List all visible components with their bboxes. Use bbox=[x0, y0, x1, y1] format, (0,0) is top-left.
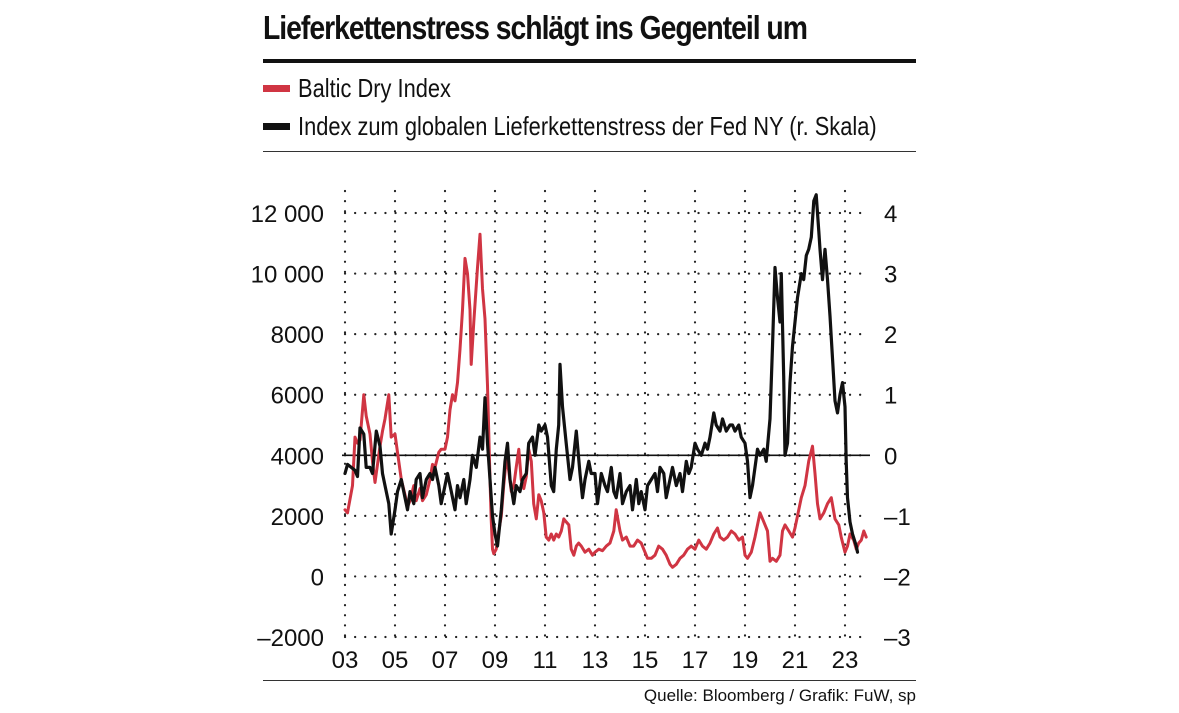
chart-title: Lieferkettenstress schlägt ins Gegenteil… bbox=[263, 9, 808, 46]
y-right-tick-label: –3 bbox=[884, 625, 911, 652]
x-tick-label: 17 bbox=[682, 647, 709, 674]
x-tick-label: 11 bbox=[533, 647, 558, 674]
y-right-tick-label: 2 bbox=[884, 322, 897, 349]
footer-divider bbox=[263, 680, 916, 681]
legend-divider bbox=[263, 151, 916, 152]
y-left-tick-label: –2000 bbox=[257, 625, 324, 652]
y-right-tick-label: –1 bbox=[884, 504, 911, 531]
x-tick-label: 23 bbox=[832, 647, 859, 674]
x-tick-label: 21 bbox=[782, 647, 809, 674]
legend-item-baltic: Baltic Dry Index bbox=[263, 72, 480, 104]
legend-swatch-baltic bbox=[263, 84, 290, 92]
x-tick-label: 05 bbox=[382, 647, 409, 674]
y-left-tick-label: 8000 bbox=[271, 322, 324, 349]
y-right-tick-label: 3 bbox=[884, 262, 897, 289]
y-left-tick-label: 6000 bbox=[271, 383, 324, 410]
x-tick-label: 09 bbox=[482, 647, 509, 674]
legend-label-baltic: Baltic Dry Index bbox=[298, 73, 451, 103]
x-tick-label: 15 bbox=[632, 647, 659, 674]
y-left-tick-label: 4000 bbox=[271, 443, 324, 470]
legend-label-fed: Index zum globalen Lieferkettenstress de… bbox=[298, 111, 877, 141]
legend-item-fed: Index zum globalen Lieferkettenstress de… bbox=[263, 110, 987, 142]
legend-swatch-fed bbox=[263, 122, 290, 130]
series-layer bbox=[343, 193, 868, 569]
y-right-tick-label: 4 bbox=[884, 201, 897, 228]
y-left-tick-label: 12 000 bbox=[251, 201, 324, 228]
y-left-tick-label: 0 bbox=[311, 564, 324, 591]
x-tick-label: 03 bbox=[332, 647, 359, 674]
x-tick-label: 13 bbox=[582, 647, 609, 674]
x-tick-label: 19 bbox=[732, 647, 759, 674]
title-rule bbox=[263, 59, 916, 63]
series-line-fed-supply-chain-index bbox=[343, 193, 860, 554]
y-right-tick-label: 0 bbox=[884, 443, 897, 470]
y-right-tick-label: –2 bbox=[884, 564, 911, 591]
series-line-baltic-dry-index bbox=[343, 232, 868, 569]
source-note: Quelle: Bloomberg / Grafik: FuW, sp bbox=[643, 686, 916, 705]
x-tick-label: 07 bbox=[432, 647, 459, 674]
y-left-tick-label: 10 000 bbox=[251, 262, 324, 289]
grid-layer bbox=[343, 189, 872, 639]
y-right-tick-label: 1 bbox=[884, 383, 897, 410]
y-left-tick-label: 2000 bbox=[271, 504, 324, 531]
tick-label-layer: –2000 0 2000 4000 6000 8000 10 000 12 000 –3 –2 –1… bbox=[251, 201, 911, 674]
